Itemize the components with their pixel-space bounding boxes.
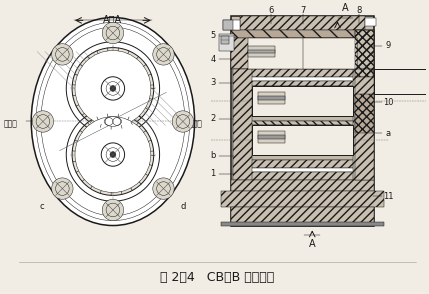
Circle shape bbox=[110, 86, 116, 91]
Bar bbox=[258, 96, 285, 100]
Circle shape bbox=[72, 48, 154, 129]
Bar bbox=[221, 191, 384, 207]
Text: a: a bbox=[386, 129, 391, 138]
Text: 图 2－4   CB－B 型齿轮泵: 图 2－4 CB－B 型齿轮泵 bbox=[160, 270, 274, 283]
Text: c: c bbox=[39, 202, 44, 211]
Bar bbox=[223, 20, 240, 30]
Bar bbox=[233, 161, 372, 168]
Bar bbox=[233, 172, 372, 180]
Bar bbox=[353, 69, 372, 180]
Text: 3: 3 bbox=[210, 78, 216, 87]
Circle shape bbox=[153, 178, 174, 199]
Circle shape bbox=[172, 111, 193, 132]
Bar bbox=[233, 69, 252, 180]
Circle shape bbox=[51, 44, 73, 65]
Bar bbox=[233, 168, 372, 172]
Text: 1: 1 bbox=[211, 170, 216, 178]
Bar bbox=[233, 77, 372, 81]
Bar bbox=[233, 121, 372, 125]
Circle shape bbox=[32, 111, 54, 132]
Bar bbox=[355, 30, 375, 77]
Bar bbox=[355, 94, 375, 133]
Text: 9: 9 bbox=[385, 41, 391, 50]
Bar bbox=[248, 46, 275, 57]
Bar bbox=[258, 131, 285, 143]
Text: 4: 4 bbox=[211, 55, 216, 64]
Bar bbox=[230, 38, 375, 69]
Bar bbox=[258, 92, 285, 104]
Circle shape bbox=[101, 143, 124, 166]
Bar bbox=[233, 69, 372, 77]
Circle shape bbox=[101, 77, 124, 100]
Text: 8: 8 bbox=[356, 6, 362, 15]
Circle shape bbox=[51, 178, 73, 199]
Text: 7: 7 bbox=[301, 6, 306, 15]
Bar bbox=[302, 38, 357, 69]
Bar bbox=[230, 207, 375, 225]
Bar bbox=[233, 81, 372, 86]
Bar bbox=[258, 135, 285, 139]
Bar bbox=[252, 86, 353, 116]
Text: 吸油口: 吸油口 bbox=[4, 119, 18, 128]
Ellipse shape bbox=[31, 17, 195, 225]
Bar bbox=[233, 155, 372, 161]
Text: 5: 5 bbox=[211, 31, 216, 41]
Ellipse shape bbox=[104, 117, 122, 126]
Bar bbox=[248, 38, 357, 69]
Circle shape bbox=[72, 114, 154, 196]
Bar bbox=[233, 125, 372, 155]
Bar bbox=[221, 222, 384, 225]
Bar bbox=[355, 77, 375, 180]
Bar bbox=[355, 30, 375, 77]
Text: 压油口: 压油口 bbox=[189, 119, 202, 128]
Text: 10: 10 bbox=[383, 98, 393, 106]
Bar bbox=[230, 30, 375, 38]
Circle shape bbox=[153, 44, 174, 65]
Text: 11: 11 bbox=[383, 192, 393, 201]
Bar bbox=[248, 50, 275, 54]
Text: b: b bbox=[210, 151, 216, 160]
Circle shape bbox=[75, 51, 151, 126]
Bar bbox=[230, 180, 375, 191]
Text: A－A: A－A bbox=[103, 14, 123, 24]
Text: d: d bbox=[180, 202, 186, 211]
Circle shape bbox=[75, 117, 151, 193]
Circle shape bbox=[102, 22, 124, 44]
Text: A: A bbox=[309, 239, 316, 249]
Bar bbox=[365, 19, 376, 26]
Bar bbox=[233, 116, 372, 121]
Bar bbox=[240, 16, 365, 30]
Bar bbox=[219, 34, 235, 51]
Text: 6: 6 bbox=[269, 6, 274, 15]
Text: 2: 2 bbox=[211, 114, 216, 123]
Bar bbox=[223, 20, 233, 30]
Bar bbox=[252, 125, 353, 155]
Bar bbox=[221, 36, 229, 44]
Text: A: A bbox=[342, 3, 349, 13]
Bar bbox=[233, 86, 372, 116]
Bar bbox=[375, 69, 429, 94]
Bar bbox=[230, 16, 375, 225]
Circle shape bbox=[102, 199, 124, 221]
Circle shape bbox=[110, 152, 116, 158]
